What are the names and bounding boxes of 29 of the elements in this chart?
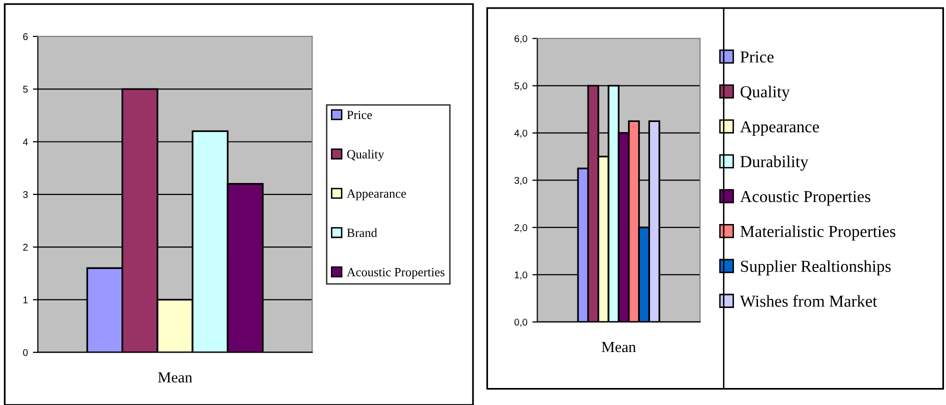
- x-tick-label: Mean: [158, 372, 192, 383]
- legend-label: Supplier Realtionships: [741, 260, 891, 276]
- y-tick-label: 6,0: [514, 35, 528, 44]
- legend-label: Quality: [347, 150, 384, 162]
- y-tick-label: 4: [22, 138, 28, 146]
- y-tick-label: 2: [23, 244, 28, 251]
- legend-label: Price: [740, 51, 774, 63]
- legend-label: Brand: [347, 228, 378, 238]
- legend-label: Acoustic Properties: [346, 268, 444, 279]
- y-tick-label: 2,0: [514, 224, 528, 232]
- y-tick-label: 0: [23, 349, 28, 356]
- legend-label: Appearance: [740, 121, 819, 136]
- y-tick-label: 1,0: [514, 271, 528, 280]
- y-tick-label: 6: [23, 33, 28, 40]
- y-tick-label: 3,0: [514, 176, 528, 185]
- y-tick-label: 3: [23, 191, 28, 198]
- legend-label: Appearance: [346, 189, 406, 200]
- y-tick-label: 4,0: [514, 130, 528, 138]
- x-tick-label: Mean: [602, 342, 636, 352]
- y-tick-label: 0,0: [514, 318, 528, 327]
- legend-label: Acoustic Properties: [740, 190, 870, 206]
- legend-label: Quality: [740, 86, 790, 101]
- y-tick-label: 1: [23, 296, 28, 304]
- legend-label: Wishes from Market: [740, 294, 878, 307]
- y-tick-label: 5: [23, 86, 28, 93]
- legend-label: Materialistic Properties: [740, 225, 896, 240]
- legend-label: Durability: [740, 156, 808, 171]
- y-tick-label: 5,0: [514, 82, 528, 90]
- legend-label: Price: [347, 110, 372, 120]
